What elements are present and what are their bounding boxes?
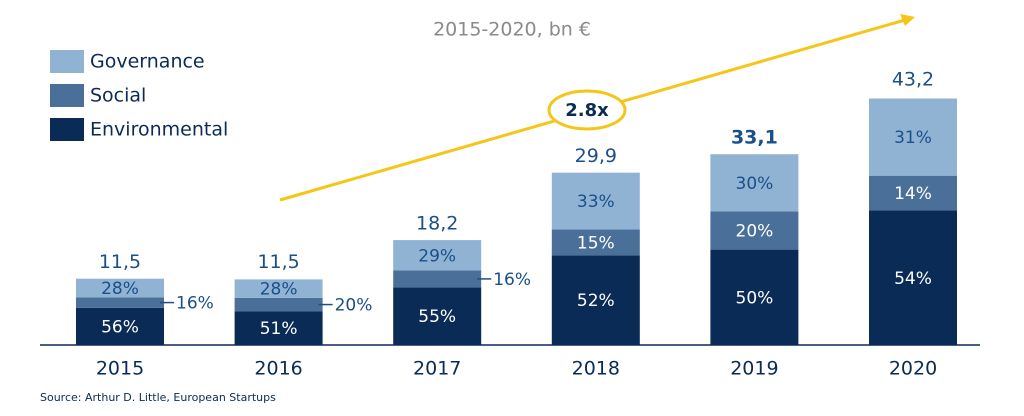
value-label: 55% — [418, 307, 456, 327]
total-label: 11,5 — [257, 251, 299, 273]
bar-segment — [76, 297, 164, 308]
bar-segment — [76, 307, 164, 345]
x-tick-label: 2015 — [96, 358, 144, 380]
legend-swatch — [50, 84, 84, 107]
legend-swatch — [50, 50, 84, 73]
value-label: 30% — [736, 174, 774, 194]
value-label: 16% — [176, 294, 214, 314]
bar-segment — [393, 270, 482, 288]
value-label: 52% — [577, 291, 615, 311]
total-label: 11,5 — [99, 251, 141, 273]
bar-segment — [869, 210, 957, 345]
annotation-ellipse — [547, 89, 627, 131]
x-tick-label: 2020 — [889, 358, 937, 380]
x-tick-label: 2019 — [730, 358, 778, 380]
total-label: 18,2 — [416, 213, 458, 235]
value-label: 20% — [335, 296, 373, 316]
bar-segment — [869, 175, 957, 211]
bar-segment — [710, 249, 799, 345]
bar-segment — [710, 154, 799, 212]
bar-segment — [869, 98, 957, 176]
x-tick-label: 2017 — [413, 358, 461, 380]
total-label: 43,2 — [892, 69, 934, 91]
bar-segment — [551, 255, 640, 345]
arrow-head — [900, 14, 915, 26]
chart-title: 2015-2020, bn € — [433, 19, 591, 41]
bar-segment — [393, 240, 482, 271]
bar-segment — [551, 229, 640, 256]
bar-segment — [710, 211, 799, 250]
total-label: 29,9 — [575, 145, 617, 167]
bar-segment — [76, 278, 164, 298]
value-label: 28% — [260, 280, 298, 300]
value-label: 28% — [101, 279, 139, 299]
annotation: 2.8x — [565, 100, 609, 121]
total-label: 33,1 — [731, 127, 778, 149]
legend-label: Governance — [90, 51, 205, 73]
value-label: 31% — [894, 128, 932, 148]
legend-label: Social — [90, 85, 146, 107]
value-label: 33% — [577, 192, 615, 212]
value-label: 54% — [894, 269, 932, 289]
value-label: 14% — [894, 184, 932, 204]
value-label: 56% — [101, 317, 139, 337]
legend-label: Environmental — [90, 119, 228, 141]
value-label: 20% — [736, 222, 774, 242]
value-label: 16% — [493, 270, 531, 290]
bar-segment — [393, 287, 482, 345]
bar-segment — [234, 297, 323, 312]
bar-segment — [234, 279, 323, 298]
value-label: 29% — [418, 246, 456, 266]
legend-swatch — [50, 118, 84, 141]
value-label: 15% — [577, 233, 615, 253]
value-label: 50% — [736, 288, 774, 308]
value-label: 51% — [260, 319, 298, 339]
bar-segment — [234, 311, 323, 345]
x-tick-label: 2016 — [254, 358, 302, 380]
source: Source: Arthur D. Little, European Start… — [40, 391, 276, 404]
bar-segment — [551, 172, 640, 230]
x-tick-label: 2018 — [572, 358, 620, 380]
